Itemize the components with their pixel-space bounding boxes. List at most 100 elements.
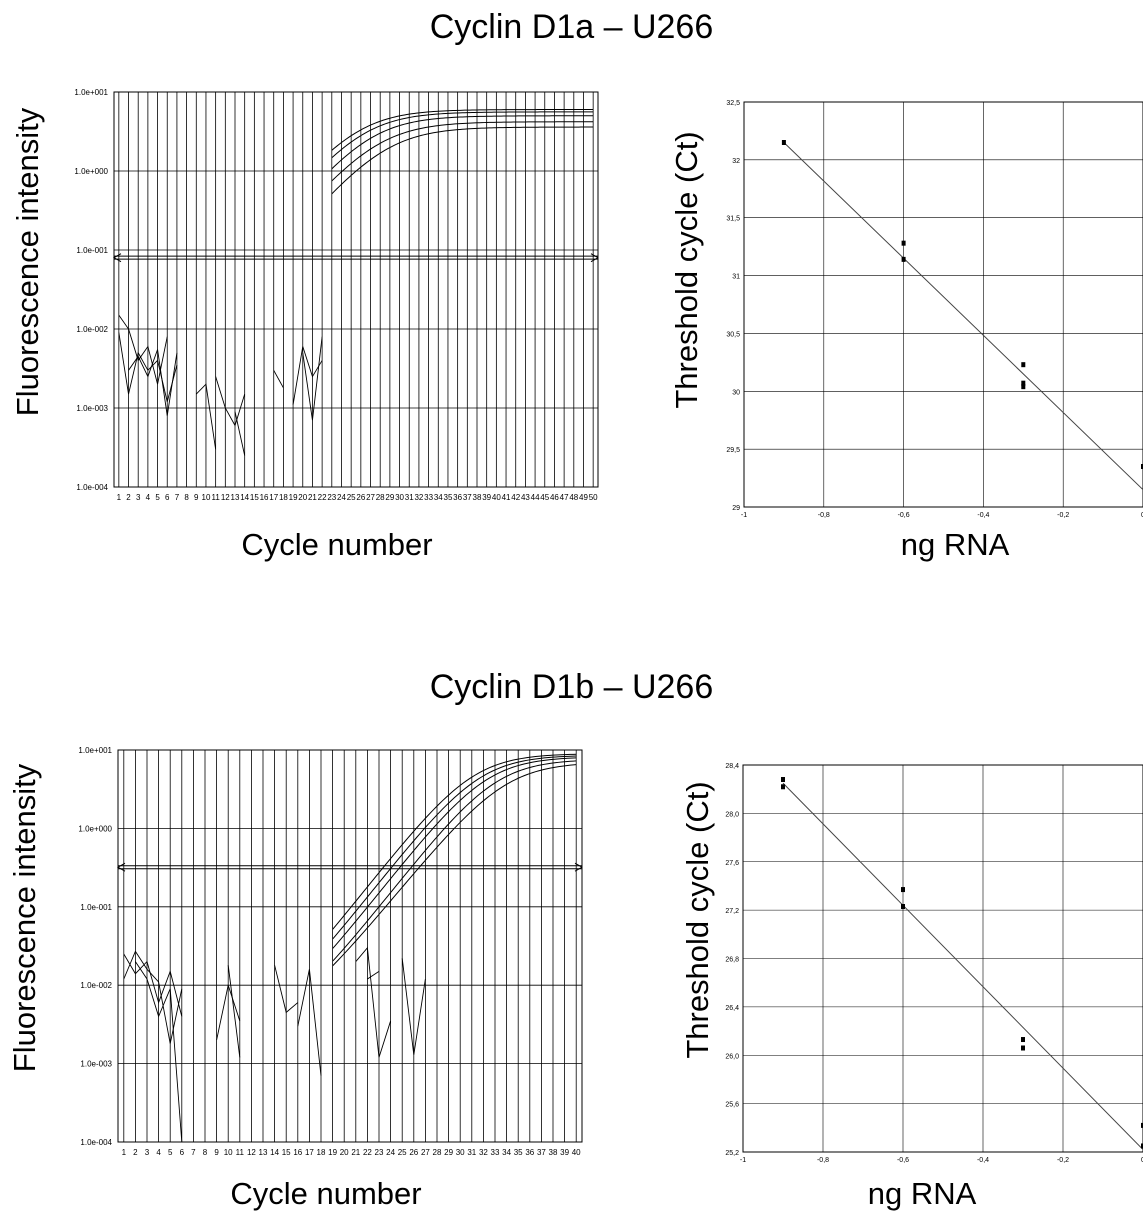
x-tick-label: 29	[385, 493, 394, 502]
x-tick-label: 20	[298, 493, 307, 502]
regression-line	[782, 782, 1143, 1150]
x-tick-label: 35	[514, 1148, 523, 1157]
x-tick-label: 11	[236, 1148, 245, 1157]
amplification-curve	[331, 121, 594, 182]
data-point	[901, 256, 906, 262]
x-tick-label: 3	[136, 493, 141, 502]
background-trace	[401, 958, 426, 1055]
data-point	[1141, 464, 1143, 469]
x-tick-label: 27	[366, 493, 375, 502]
background-trace	[128, 349, 178, 416]
plot-area	[743, 101, 1143, 508]
x-tick-label: 50	[589, 493, 598, 502]
y-tick-label: 1.0e-004	[76, 483, 108, 492]
x-tick-label: 16	[293, 1148, 302, 1157]
data-point	[781, 140, 786, 145]
y-tick-label: 1.0e-002	[76, 325, 108, 334]
x-tick-label: 45	[540, 493, 549, 502]
x-tick-label: -0,8	[817, 1157, 829, 1164]
x-tick-label: -0,8	[818, 512, 830, 519]
y-tick-label: 1.0e-003	[80, 1060, 112, 1069]
background-trace	[274, 965, 299, 1014]
background-trace	[135, 961, 183, 1143]
x-tick-label: 47	[560, 493, 569, 502]
x-tick-label: 14	[240, 493, 249, 502]
data-point	[1021, 1037, 1025, 1043]
x-tick-label: 29	[444, 1148, 453, 1157]
y-tick-label: 1.0e-001	[80, 903, 112, 912]
y-tick-label: 26,8	[725, 957, 739, 964]
x-tick-label: 30	[456, 1148, 465, 1157]
x-tick-label: 6	[180, 1148, 185, 1157]
x-tick-label: 10	[202, 493, 211, 502]
background-trace	[273, 370, 284, 389]
x-tick-label: 25	[398, 1148, 407, 1157]
data-point	[1141, 1143, 1143, 1149]
x-tick-label: 19	[289, 493, 298, 502]
threshold-arrow-left	[112, 253, 122, 263]
y-tick-label: 32	[732, 158, 740, 165]
x-tick-label: 40	[572, 1148, 581, 1157]
x-tick-label: 4	[146, 493, 151, 502]
amplification-curve	[332, 760, 577, 962]
x-tick-label: -0,4	[977, 1157, 989, 1164]
y-tick-label: 31	[732, 274, 740, 281]
x-tick-label: 11	[211, 493, 220, 502]
standard-curve-d1b: 25,2 25,6 26,0 26,4 26,8 27,2 27,6 28,0 28,4 -1 -0…	[725, 763, 1143, 1164]
x-axis-label-amp-d1a: Cycle number	[241, 527, 433, 562]
x-tick-label: 37	[463, 493, 472, 502]
y-tick-label: 30	[732, 389, 740, 396]
standard-curve-d1a: 29 29,5 30 30,5 31 31,5 32 32,5 -1 -0,8 -0,6 -0,4 -0…	[726, 100, 1143, 519]
x-tick-label: 10	[224, 1148, 233, 1157]
threshold-arrow-left	[116, 862, 126, 872]
data-point	[1021, 380, 1026, 386]
x-tick-label: -0,6	[898, 512, 910, 519]
x-tick-label: 40	[492, 493, 501, 502]
amplification-curve	[331, 115, 594, 170]
y-tick-label: 30,5	[726, 331, 740, 338]
amplification-curve	[332, 753, 577, 930]
x-tick-label: 5	[168, 1148, 173, 1157]
y-tick-label: 29	[732, 505, 740, 512]
x-tick-label: 26	[356, 493, 365, 502]
x-tick-label: 17	[269, 493, 278, 502]
x-tick-label: 7	[191, 1148, 196, 1157]
y-tick-label: 28,0	[725, 811, 739, 818]
y-tick-label: 29,5	[726, 447, 740, 454]
y-tick-label: 27,2	[725, 908, 739, 915]
y-tick-label: 1.0e-001	[76, 246, 108, 255]
background-trace	[195, 383, 217, 450]
x-tick-label: 1	[122, 1148, 127, 1157]
amplification-curve	[331, 111, 594, 159]
y-tick-label: 25,2	[725, 1150, 739, 1157]
data-point	[901, 887, 905, 893]
data-point	[901, 240, 906, 246]
x-tick-label: 7	[175, 493, 180, 502]
x-tick-label: 42	[511, 493, 520, 502]
data-point	[1021, 362, 1026, 368]
x-tick-label: 31	[467, 1148, 476, 1157]
x-tick-label: 9	[194, 493, 199, 502]
plot-area	[117, 749, 583, 1143]
y-tick-label: 1.0e-003	[76, 404, 108, 413]
x-axis-label-std-d1b: ng RNA	[867, 1176, 977, 1211]
x-tick-label: 2	[133, 1148, 138, 1157]
y-tick-label: 1.0e+000	[78, 824, 112, 833]
x-tick-label: 18	[279, 493, 288, 502]
y-tick-label: 32,5	[726, 100, 740, 107]
x-tick-label: 8	[203, 1148, 208, 1157]
amplification-curve	[332, 757, 577, 949]
y-tick-label: 28,4	[725, 763, 739, 770]
x-tick-label: 32	[414, 493, 423, 502]
x-tick-label: 36	[453, 493, 462, 502]
background-trace	[215, 376, 246, 427]
x-tick-label: 23	[375, 1148, 384, 1157]
x-axis-label-std-d1a: ng RNA	[900, 527, 1010, 562]
y-tick-label: 31,5	[726, 216, 740, 223]
background-trace	[292, 346, 323, 405]
x-tick-label: 18	[317, 1148, 326, 1157]
amplification-plot-d1a: 1.0e-004 1.0e-003 1.0e-002 1.0e-001 1.0e+000…	[74, 88, 599, 502]
x-tick-label: 33	[491, 1148, 500, 1157]
x-tick-label: 9	[214, 1148, 219, 1157]
amplification-curve	[332, 755, 577, 940]
